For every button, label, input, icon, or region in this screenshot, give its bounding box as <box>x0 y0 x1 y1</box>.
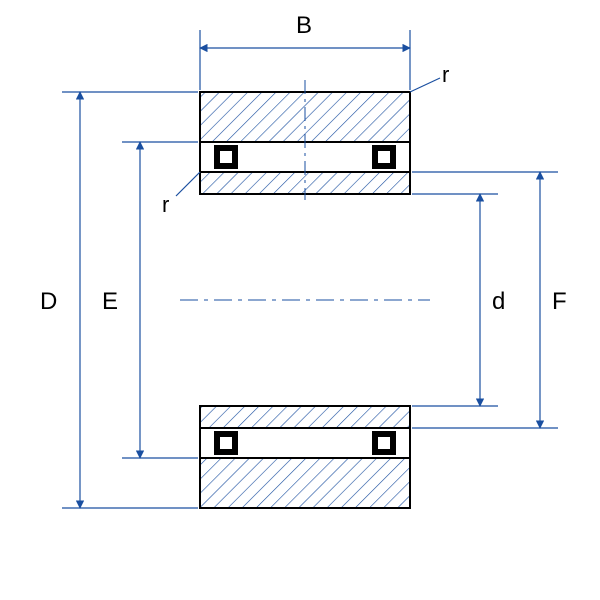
label-d: d <box>492 288 505 316</box>
label-B: B <box>296 12 312 40</box>
roller-bottom-right <box>372 431 396 455</box>
bearing-cross-section-diagram <box>0 0 600 600</box>
chamfer-r-inner-left <box>176 172 200 196</box>
label-E: E <box>102 288 118 316</box>
inner-ring-bottom <box>200 406 410 428</box>
label-F: F <box>552 288 567 316</box>
roller-bottom-left <box>214 431 238 455</box>
dimension-F <box>412 172 558 428</box>
label-D: D <box>40 288 57 316</box>
roller-top-left <box>214 145 238 169</box>
dimension-D <box>62 92 198 508</box>
outer-ring-bottom <box>200 458 410 508</box>
roller-top-right <box>372 145 396 169</box>
label-r-left: r <box>162 192 169 218</box>
label-r-top: r <box>442 62 449 88</box>
chamfer-r-top-right <box>410 78 440 92</box>
